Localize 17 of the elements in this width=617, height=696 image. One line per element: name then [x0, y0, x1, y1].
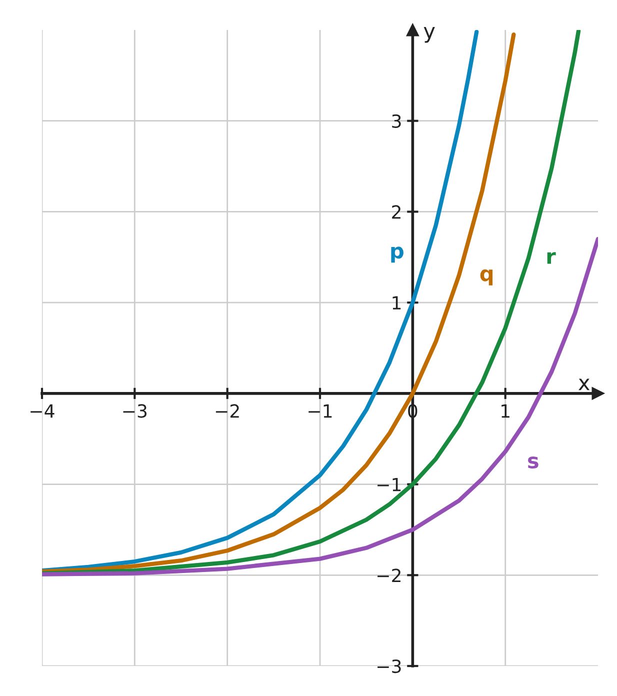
x-axis-title: x — [578, 378, 590, 390]
x-tick-label: −1 — [308, 404, 332, 418]
x-tick-label: 1 — [502, 404, 510, 418]
x-tick-label: −4 — [30, 404, 54, 418]
series-label: r — [547, 252, 556, 264]
y-tick-label: 2 — [392, 205, 400, 219]
y-tick-label: −3 — [378, 659, 401, 674]
y-tick-label: 1 — [392, 296, 401, 310]
x-tick-label: −3 — [123, 404, 147, 418]
y-tick-label: 3 — [392, 114, 401, 128]
series-label: s — [528, 456, 538, 469]
y-tick-label: −1 — [378, 478, 401, 492]
series-label: p — [391, 246, 404, 263]
x-tick-label: −2 — [216, 404, 239, 418]
y-tick-label: −2 — [378, 568, 400, 582]
series-label: q — [480, 269, 493, 286]
y-axis-title: y — [424, 26, 435, 43]
